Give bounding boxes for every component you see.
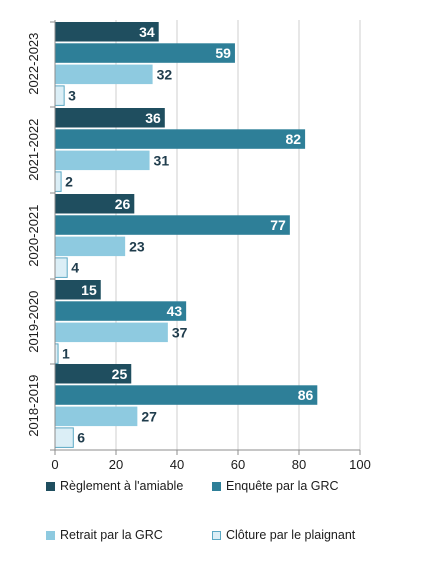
data-label-2019-2020-s0: 15 <box>81 282 97 298</box>
legend-swatch-reglement <box>46 481 55 491</box>
legend-label-reglement: Règlement à l'amiable <box>60 479 184 493</box>
x-tick-label-0: 0 <box>51 457 58 472</box>
bar-2022-2023-s3 <box>54 85 65 106</box>
data-label-2018-2019-s1: 86 <box>298 387 314 403</box>
data-label-2022-2023-s3: 3 <box>68 88 76 104</box>
legend-item-enquete[interactable]: Enquête par la GRC <box>212 479 339 493</box>
x-tick-label-80: 80 <box>292 457 306 472</box>
data-label-2022-2023-s0: 34 <box>139 24 155 40</box>
bar-2018-2019-s2 <box>55 406 138 427</box>
category-label-2021-2022: 2021-2022 <box>26 119 41 181</box>
category-label-2019-2020: 2019-2020 <box>26 291 41 353</box>
legend-label-retrait: Retrait par la GRC <box>60 528 163 542</box>
bar-2018-2019-s3 <box>54 427 74 448</box>
data-label-2021-2022-s2: 31 <box>154 152 170 168</box>
legend-item-cloture[interactable]: Clôture par le plaignant <box>212 528 355 542</box>
x-tick-label-60: 60 <box>231 457 245 472</box>
x-tick-label-20: 20 <box>109 457 123 472</box>
bar-2022-2023-s0 <box>55 22 159 42</box>
data-label-2021-2022-s0: 36 <box>145 110 161 126</box>
bar-2022-2023-s2 <box>55 64 153 85</box>
bar-2020-2021-s1 <box>55 215 290 235</box>
legend-item-retrait[interactable]: Retrait par la GRC <box>46 528 163 542</box>
legend-swatch-enquete <box>212 481 221 491</box>
data-label-2018-2019-s0: 25 <box>112 366 128 382</box>
data-label-2018-2019-s3: 6 <box>77 430 85 446</box>
bar-2020-2021-s3 <box>54 257 68 278</box>
legend-item-reglement[interactable]: Règlement à l'amiable <box>46 479 183 493</box>
data-label-2019-2020-s3: 1 <box>62 346 70 362</box>
data-label-2019-2020-s1: 43 <box>167 303 183 319</box>
legend-swatch-retrait <box>46 530 55 540</box>
bar-2020-2021-s0 <box>55 194 135 214</box>
bar-2021-2022-s3 <box>54 171 62 192</box>
bar-2019-2020-s1 <box>55 301 187 321</box>
data-label-2019-2020-s2: 37 <box>172 324 188 340</box>
data-label-2018-2019-s2: 27 <box>141 408 157 424</box>
bar-2021-2022-s1 <box>55 129 306 149</box>
bar-2022-2023-s1 <box>55 43 235 63</box>
bar-2018-2019-s0 <box>55 364 132 384</box>
data-label-2021-2022-s1: 82 <box>286 131 302 147</box>
legend-label-enquete: Enquête par la GRC <box>226 479 339 493</box>
data-label-2020-2021-s0: 26 <box>115 196 131 212</box>
bar-2018-2019-s1 <box>55 385 318 405</box>
bar-2021-2022-s2 <box>55 150 150 171</box>
data-label-2020-2021-s1: 77 <box>270 217 286 233</box>
bar-2019-2020-s2 <box>55 322 168 343</box>
category-label-2020-2021: 2020-2021 <box>26 205 41 267</box>
bar-2021-2022-s0 <box>55 108 165 128</box>
data-label-2020-2021-s3: 4 <box>71 260 79 276</box>
category-label-2022-2023: 2022-2023 <box>26 33 41 95</box>
legend-swatch-cloture <box>212 530 221 540</box>
bar-2020-2021-s2 <box>55 236 126 257</box>
legend-label-cloture: Clôture par le plaignant <box>226 528 356 542</box>
x-tick-label-40: 40 <box>170 457 184 472</box>
data-label-2020-2021-s2: 23 <box>129 238 145 254</box>
data-label-2022-2023-s2: 32 <box>157 66 173 82</box>
x-tick-label-100: 100 <box>349 457 371 472</box>
data-label-2022-2023-s1: 59 <box>215 45 231 61</box>
category-label-2018-2019: 2018-2019 <box>26 375 41 437</box>
bar-2019-2020-s0 <box>55 280 101 300</box>
data-label-2021-2022-s3: 2 <box>65 174 73 190</box>
